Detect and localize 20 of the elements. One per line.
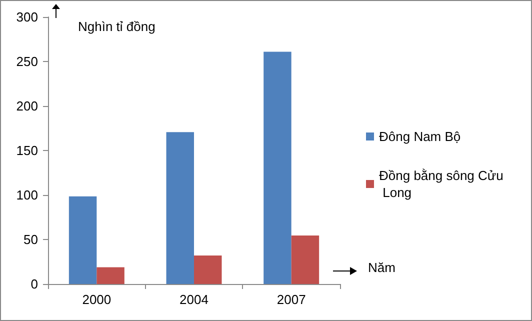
x-tick-label: 2004 [180, 292, 208, 307]
y-axis-title: Nghìn tỉ đồng [78, 19, 156, 34]
bar [68, 196, 97, 284]
bar [96, 267, 124, 284]
y-tick-label: 200 [16, 98, 38, 114]
y-tick-label: 100 [16, 188, 38, 202]
bar [291, 235, 320, 284]
y-tick-label: 250 [16, 54, 38, 69]
y-tick-label: 50 [24, 232, 38, 247]
x-axis-title: Năm [368, 260, 396, 275]
x-tick-label: 2000 [82, 292, 112, 307]
bar [264, 52, 292, 284]
y-tick-label: 0 [30, 276, 38, 292]
legend-label: Đồng bằng sông Cửu Long [379, 168, 504, 200]
y-tick-label: 300 [16, 10, 38, 24]
legend-label: Đông Nam Bộ [379, 129, 461, 144]
bar [194, 256, 222, 284]
bar [166, 132, 194, 284]
y-tick-label: 150 [16, 143, 38, 158]
x-tick-label: 2007 [276, 292, 306, 307]
